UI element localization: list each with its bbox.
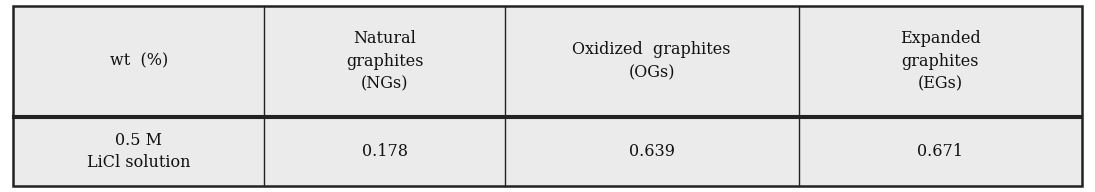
Text: Oxidized  graphites
(OGs): Oxidized graphites (OGs) (573, 41, 731, 81)
Bar (13, 6, 264, 117)
Text: 0.178: 0.178 (361, 143, 407, 160)
Bar (798, 117, 1082, 186)
Bar (13, 117, 264, 186)
Text: wt  (%): wt (%) (110, 53, 168, 70)
Bar (264, 6, 505, 117)
Bar (798, 6, 1082, 117)
Text: 0.639: 0.639 (629, 143, 675, 160)
Bar (505, 117, 798, 186)
Text: Natural
graphites
(NGs): Natural graphites (NGs) (346, 30, 424, 93)
Text: 0.5 M
LiCl solution: 0.5 M LiCl solution (87, 132, 191, 171)
Text: Expanded
graphites
(EGs): Expanded graphites (EGs) (900, 30, 981, 93)
Bar (264, 117, 505, 186)
Text: 0.671: 0.671 (918, 143, 964, 160)
Bar (505, 6, 798, 117)
